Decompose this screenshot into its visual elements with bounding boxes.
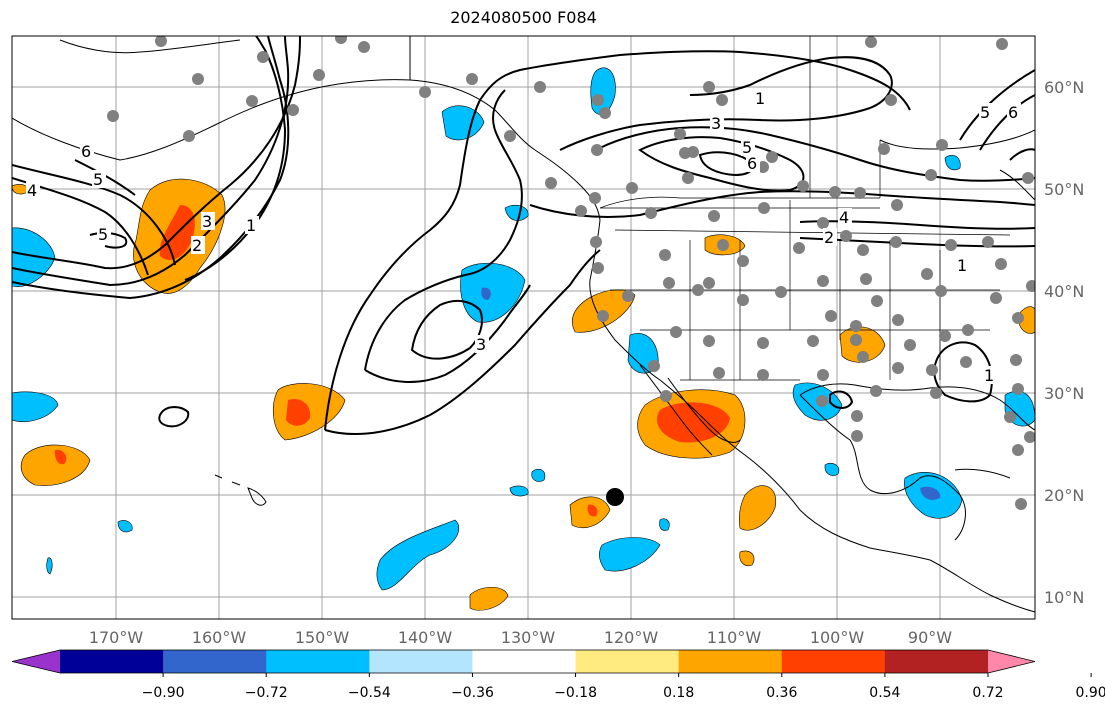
lon-label: 170°W [89, 628, 144, 647]
colorbar-segment [472, 650, 577, 673]
colorbar-extend-low [12, 650, 60, 673]
lon-label: 130°W [501, 628, 556, 647]
map-background [12, 36, 1035, 619]
station-markers [107, 36, 1035, 510]
contour-label: 2 [824, 228, 834, 247]
colorbar-segment [60, 650, 164, 673]
contour-label: 4 [27, 181, 37, 200]
colorbar-tick-label: −0.18 [554, 685, 597, 701]
map-title: 2024080500 F084 [450, 8, 597, 27]
lon-label: 100°W [810, 628, 865, 647]
colorbar-ticks: −0.90 −0.72 −0.54 −0.36 −0.18 0.18 0.36 0.54 0.7… [142, 673, 1105, 701]
contour-label: 1 [957, 256, 967, 275]
colorbar-segment [369, 650, 473, 673]
lon-label: 150°W [295, 628, 350, 647]
colorbar-tick-label: −0.90 [142, 685, 185, 701]
lat-label: 50°N [1044, 180, 1084, 199]
lat-label: 60°N [1044, 78, 1084, 97]
contour-label: 6 [81, 142, 91, 161]
lon-label: 120°W [604, 628, 659, 647]
colorbar-tick-label: 0.72 [972, 685, 1003, 701]
colorbar-segment [781, 650, 886, 673]
colorbar-tick-label: −0.72 [245, 685, 288, 701]
colorbar-tick-label: 0.18 [663, 685, 694, 701]
lon-label: 140°W [398, 628, 453, 647]
contour-label: 5 [93, 170, 103, 189]
colorbar-segment [678, 650, 783, 673]
coastlines [12, 36, 1035, 613]
focus-marker [606, 488, 624, 506]
colorbar-tick-label: −0.36 [451, 685, 494, 701]
contour-label: 3 [476, 335, 486, 354]
contour-label: 6 [747, 154, 757, 173]
colorbar-tick-label: −0.54 [348, 685, 391, 701]
colorbar [11, 649, 1036, 674]
contour-labels: 6 5 4 5 3 2 1 3 1 3 5 6 4 2 1 5 6 1 [26, 89, 1021, 385]
lat-label: 20°N [1044, 486, 1084, 505]
colorbar-segment [163, 650, 267, 673]
colorbar-extend-high [988, 650, 1035, 673]
colorbar-outline [11, 649, 1036, 674]
colorbar-tick-label: 0.54 [869, 685, 900, 701]
contour-label: 2 [192, 236, 202, 255]
contour-label: 5 [742, 138, 752, 157]
contour-label: 1 [984, 366, 994, 385]
colorbar-segment [884, 650, 989, 673]
lon-label: 110°W [707, 628, 762, 647]
lon-label: 160°W [192, 628, 247, 647]
lon-label: 90°W [908, 628, 952, 647]
lat-label: 10°N [1044, 588, 1084, 607]
lat-label: 40°N [1044, 282, 1084, 301]
contour-label: 3 [202, 212, 212, 231]
colorbar-tick-label: 0.90 [1076, 685, 1105, 701]
height-contours [12, 36, 1035, 436]
contour-label: 5 [980, 103, 990, 122]
contour-label: 1 [246, 216, 256, 235]
contour-label: 3 [711, 114, 721, 133]
map-frame [11, 35, 1036, 620]
colorbar-segment [575, 650, 680, 673]
contour-label: 4 [839, 208, 849, 227]
colorbar-segment [266, 650, 370, 673]
contour-label: 6 [1008, 103, 1018, 122]
colorbar-tick-label: 0.36 [766, 685, 797, 701]
latitude-labels: 60°N 50°N 40°N 30°N 20°N 10°N [1044, 78, 1084, 607]
longitude-labels: 170°W 160°W 150°W 140°W 130°W 120°W 110°… [89, 628, 952, 647]
lat-label: 30°N [1044, 384, 1084, 403]
contour-label: 5 [98, 225, 108, 244]
contour-label: 1 [755, 89, 765, 108]
